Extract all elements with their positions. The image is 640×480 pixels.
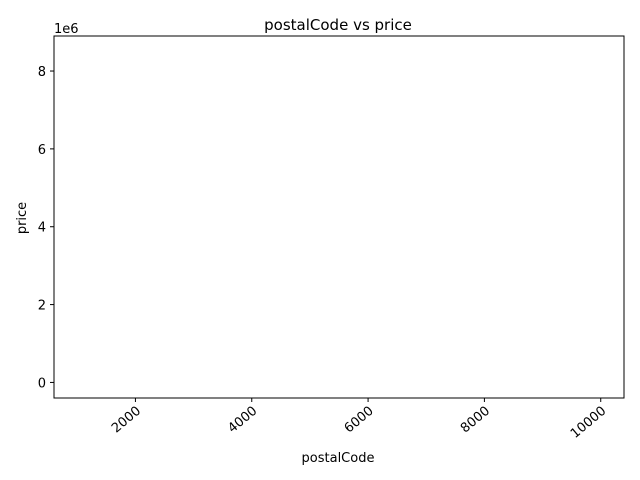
y-offset-label: 1e6 xyxy=(54,22,79,37)
y-axis-ticks: 0 2 4 6 8 xyxy=(38,65,54,391)
y-tick-label: 4 xyxy=(38,221,46,236)
y-tick-label: 8 xyxy=(38,65,46,80)
y-tick-label: 2 xyxy=(38,299,46,314)
plot-area-frame xyxy=(53,35,625,399)
y-axis-title: price xyxy=(15,202,30,234)
y-tick-label: 0 xyxy=(38,376,46,391)
y-tick-label: 6 xyxy=(38,143,46,158)
chart-title: postalCode vs price xyxy=(264,16,412,34)
x-axis-title: postalCode xyxy=(302,451,375,466)
